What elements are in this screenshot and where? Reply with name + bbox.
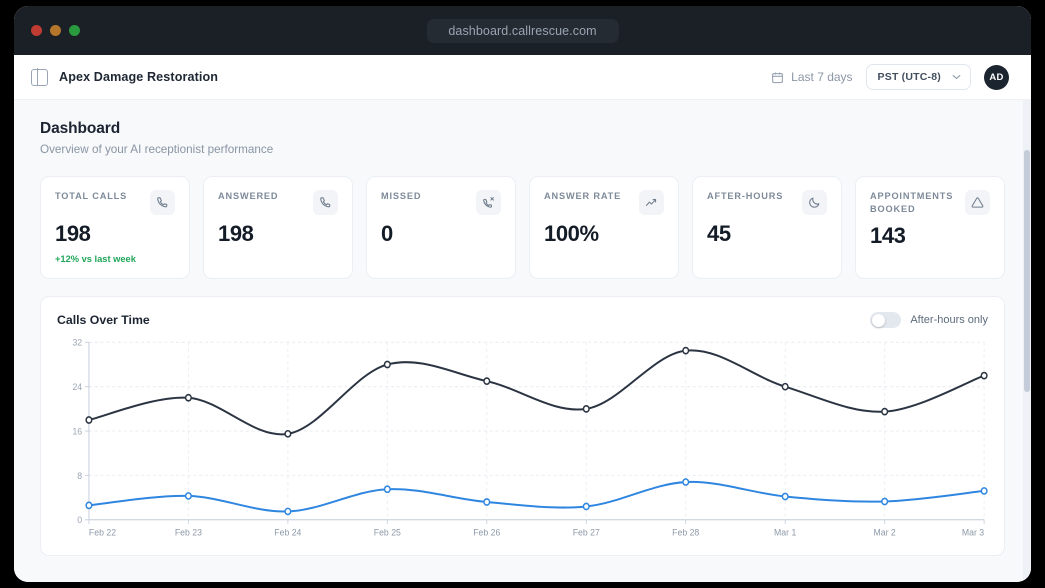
series-point: [980, 371, 988, 380]
x-tick-label: Mar 3: [962, 527, 984, 537]
stat-label: TOTAL CALLS: [55, 191, 128, 201]
chart-svg: 0 8 16 24 32 Feb 22 Feb 23 Feb 24 Feb 25 Feb 26 Fe…: [72, 337, 988, 538]
page-content: Dashboard Overview of your AI receptioni…: [14, 100, 1031, 582]
browser-window: dashboard.callrescue.com Apex Damage Res…: [14, 6, 1031, 582]
series-point: [781, 492, 789, 501]
page-scrollbar-track[interactable]: [1023, 100, 1031, 582]
x-tick-label: Mar 1: [774, 527, 796, 537]
y-tick-label: 16: [72, 426, 82, 436]
series-point: [582, 405, 590, 413]
stat-card-total-calls[interactable]: TOTAL CALLS 198 +12% vs last week: [40, 176, 190, 279]
y-tick-label: 8: [77, 470, 82, 480]
stat-card-answered[interactable]: ANSWERED 198: [203, 176, 353, 279]
series-line: [88, 349, 986, 436]
after-hours-toggle-group: After-hours only: [870, 312, 988, 328]
date-range-picker[interactable]: Last 7 days: [771, 70, 853, 84]
stat-value: 198: [218, 221, 254, 246]
series-point: [483, 377, 491, 386]
series-point: [682, 478, 690, 486]
phone-icon: [150, 190, 175, 215]
stat-delta: +12% vs last week: [55, 254, 136, 264]
phone-missed-icon: [476, 190, 501, 215]
calls-over-time-card: Calls Over Time After-hours only 0 8 16 24 3…: [40, 296, 1005, 556]
app-header: Apex Damage Restoration Last 7 days PST …: [14, 55, 1031, 100]
series-point: [184, 393, 192, 402]
moon-icon: [802, 190, 827, 215]
x-tick-label: Feb 23: [175, 527, 202, 537]
y-tick-label: 0: [77, 515, 82, 525]
panel-left-icon[interactable]: [31, 68, 48, 86]
series-point: [881, 497, 889, 506]
organization-name: Apex Damage Restoration: [59, 70, 219, 84]
y-tick-label: 32: [72, 337, 82, 347]
browser-titlebar: dashboard.callrescue.com: [14, 6, 1031, 55]
avatar[interactable]: AD: [984, 64, 1009, 90]
close-window-button[interactable]: [31, 25, 42, 36]
timezone-value: PST (UTC-8): [877, 71, 941, 83]
triangle-alert-icon: [965, 190, 990, 215]
series-point: [383, 360, 391, 369]
stat-card-grid: TOTAL CALLS 198 +12% vs last week ANSWER…: [40, 176, 1005, 279]
series-line: [88, 480, 986, 513]
minimize-window-button[interactable]: [50, 25, 61, 36]
chevron-down-icon: [952, 74, 961, 80]
stat-value: 143: [870, 222, 906, 248]
chart-series-after-hours-calls: [85, 478, 988, 516]
series-point: [980, 487, 988, 495]
stat-card-answer-rate[interactable]: ANSWER RATE 100%: [529, 176, 679, 279]
calendar-icon: [772, 71, 784, 83]
stat-label: ANSWERED: [218, 191, 279, 201]
series-point: [284, 429, 292, 438]
stat-card-missed[interactable]: MISSED 0: [366, 176, 516, 279]
series-point: [184, 492, 192, 500]
series-point: [85, 416, 93, 424]
phone-icon: [313, 190, 338, 215]
page-scrollbar-thumb[interactable]: [1024, 150, 1030, 392]
chart-title: Calls Over Time: [57, 313, 150, 327]
y-tick-label: 24: [72, 382, 82, 392]
series-point: [383, 485, 391, 494]
series-point: [483, 498, 491, 506]
stat-label: ANSWER RATE: [544, 191, 622, 201]
maximize-window-button[interactable]: [69, 25, 80, 36]
stat-value: 198: [55, 221, 91, 246]
address-bar[interactable]: dashboard.callrescue.com: [426, 18, 619, 43]
stat-label: AFTER-HOURS: [707, 191, 784, 201]
stat-label: APPOINTMENTS BOOKED: [870, 191, 954, 215]
trending-up-icon: [639, 190, 664, 215]
stat-value: 100%: [544, 221, 599, 246]
window-controls: [31, 25, 80, 36]
page-subtitle: Overview of your AI receptionist perform…: [40, 143, 274, 156]
x-tick-label: Feb 22: [89, 527, 116, 537]
x-tick-label: Feb 28: [672, 527, 699, 537]
series-point: [881, 407, 889, 416]
x-tick-label: Mar 2: [874, 527, 896, 537]
x-tick-label: Feb 24: [274, 527, 301, 537]
series-point: [781, 382, 789, 391]
series-point: [682, 346, 690, 355]
after-hours-only-toggle[interactable]: [870, 312, 902, 328]
chart-series-total-calls: [85, 346, 988, 438]
stat-label: MISSED: [381, 191, 422, 201]
toggle-label: After-hours only: [910, 314, 988, 326]
x-tick-label: Feb 26: [473, 527, 500, 537]
stat-card-after-hours[interactable]: AFTER-HOURS 45: [692, 176, 842, 279]
chart-header: Calls Over Time After-hours only: [57, 312, 988, 328]
app-header-actions: Last 7 days PST (UTC-8) AD: [771, 64, 1009, 90]
date-range-label: Last 7 days: [791, 70, 853, 84]
timezone-select[interactable]: PST (UTC-8): [865, 64, 971, 90]
calls-over-time-plot[interactable]: 0 8 16 24 32 Feb 22 Feb 23 Feb 24 Feb 25 Feb 26 Fe…: [57, 336, 988, 543]
series-point: [582, 502, 590, 511]
stat-value: 45: [707, 221, 731, 246]
stat-value: 0: [381, 221, 393, 246]
x-tick-label: Feb 27: [573, 527, 600, 537]
stat-card-appointments-booked[interactable]: APPOINTMENTS BOOKED 143: [855, 176, 1005, 279]
toggle-knob: [871, 313, 885, 327]
page-title: Dashboard: [40, 120, 121, 137]
x-tick-label: Feb 25: [374, 527, 401, 537]
series-point: [284, 507, 292, 516]
series-point: [85, 501, 93, 510]
app-root: Apex Damage Restoration Last 7 days PST …: [14, 55, 1031, 582]
